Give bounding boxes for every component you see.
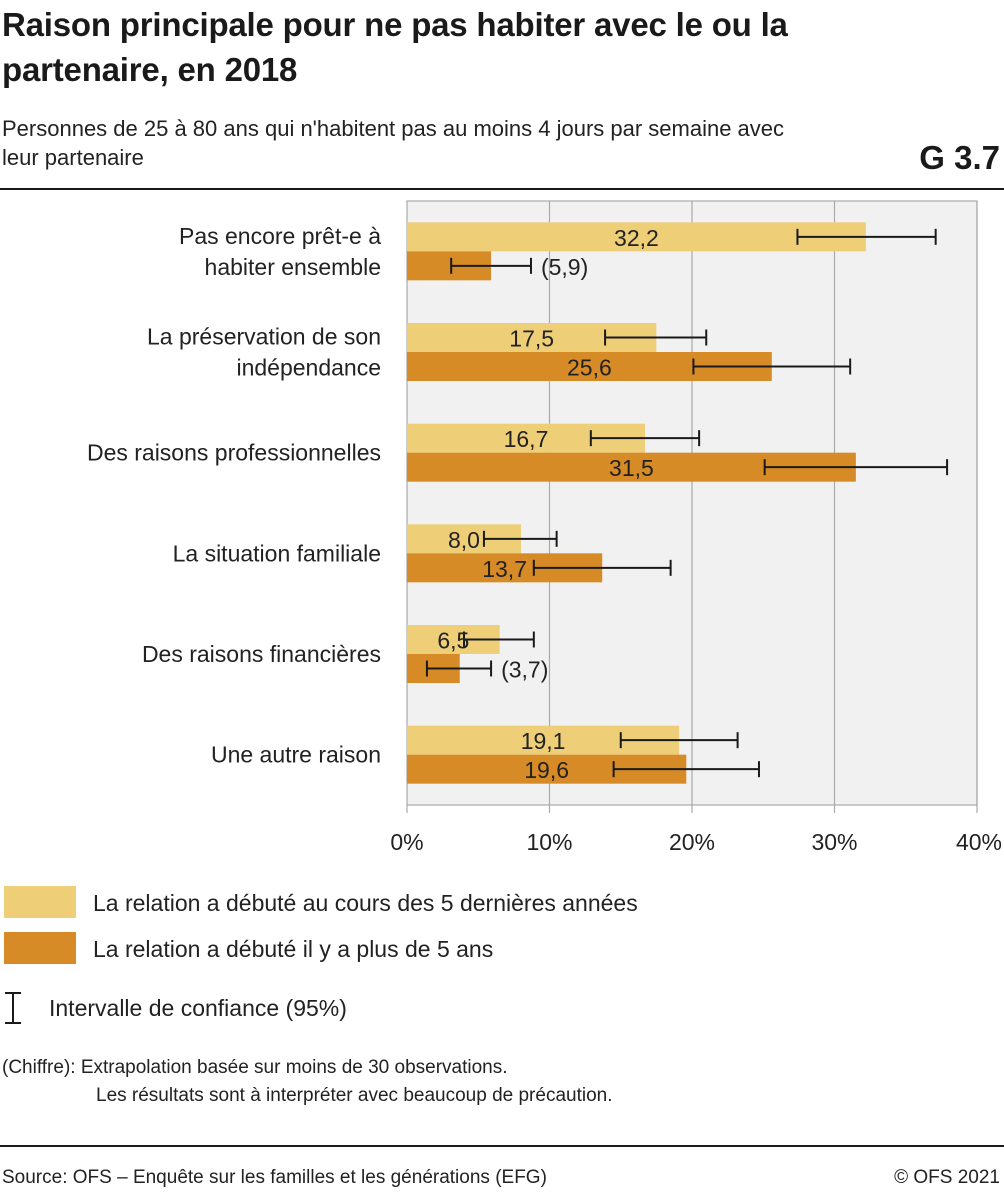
category-label: Pas encore prêt-e à (179, 223, 381, 249)
x-tick-label: 0% (390, 829, 423, 855)
x-tick-label: 20% (669, 829, 715, 855)
chart-id: G 3.7 (919, 139, 1000, 176)
legend-swatch-older (4, 932, 76, 964)
note-line-1: (Chiffre): Extrapolation basée sur moins… (2, 1057, 508, 1078)
data-label: 19,6 (524, 757, 569, 783)
bar (407, 222, 866, 252)
chart-subtitle: Personnes de 25 à 80 ans qui n'habitent … (2, 116, 785, 170)
legend-label-recent: La relation a débuté au cours des 5 dern… (93, 890, 638, 916)
data-label: 19,1 (521, 728, 566, 754)
x-tick-label: 10% (526, 829, 572, 855)
x-tick-label: 40% (956, 829, 1002, 855)
chart-title: Raison principale pour ne pas habiter av… (2, 6, 788, 88)
category-label: Des raisons professionnelles (87, 440, 381, 466)
legend-swatch-recent (4, 886, 76, 918)
data-label: 8,0 (448, 527, 480, 553)
top-divider (0, 188, 1004, 190)
category-label: Des raisons financières (142, 641, 381, 667)
category-label: habiter ensemble (205, 254, 381, 280)
note-line-2: Les résultats sont à interpréter avec be… (96, 1085, 613, 1106)
data-label: 25,6 (567, 355, 612, 381)
data-label: 16,7 (504, 426, 549, 452)
bar-chart: Pas encore prêt-e à habiter ensemble 32,2 (… (87, 200, 1002, 855)
data-label: 32,2 (614, 225, 659, 251)
category-label: indépendance (236, 355, 381, 381)
category-label: La situation familiale (173, 540, 381, 566)
source-text: Source: OFS – Enquête sur les familles e… (2, 1167, 547, 1188)
category-label: La préservation de son (147, 324, 381, 350)
data-label: (3,7) (501, 657, 548, 683)
bottom-divider (0, 1145, 1004, 1147)
data-label: 17,5 (509, 326, 554, 352)
data-label: 13,7 (482, 556, 527, 582)
legend-label-confidence: Intervalle de confiance (95%) (49, 995, 347, 1021)
confidence-interval-icon (5, 992, 21, 1024)
x-tick-label: 30% (811, 829, 857, 855)
legend-label-older: La relation a débuté il y a plus de 5 an… (93, 936, 494, 962)
data-label: (5,9) (541, 254, 588, 280)
data-label: 6,5 (437, 628, 469, 654)
data-label: 31,5 (609, 455, 654, 481)
copyright-text: © OFS 2021 (894, 1167, 1000, 1188)
category-label: Une autre raison (211, 742, 381, 768)
